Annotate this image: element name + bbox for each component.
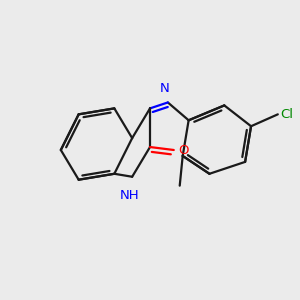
Text: NH: NH: [119, 189, 139, 202]
Text: O: O: [178, 143, 189, 157]
Text: Cl: Cl: [280, 108, 293, 121]
Text: N: N: [160, 82, 170, 95]
